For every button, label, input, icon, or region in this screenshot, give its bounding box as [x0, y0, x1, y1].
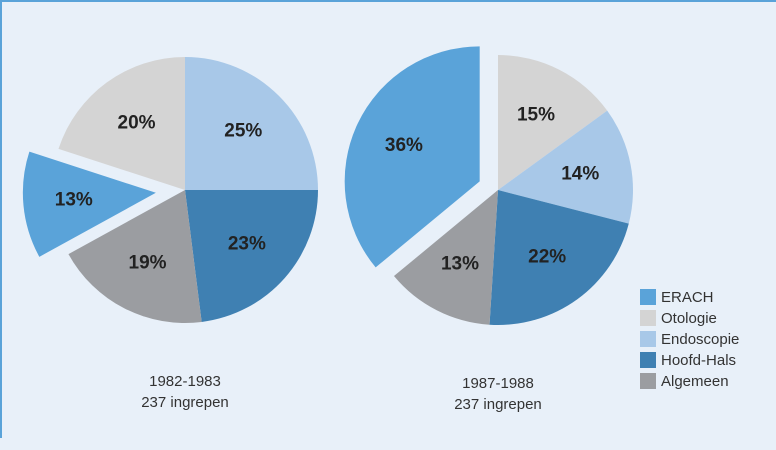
legend-label: Algemeen: [661, 373, 729, 390]
legend-swatch: [640, 331, 656, 347]
pie-slice: [22, 151, 156, 257]
slice-label: 13%: [441, 254, 479, 275]
pie-slice: [393, 190, 498, 325]
caption-subtitle: 237 ingrepen: [454, 396, 542, 413]
slice-label: 36%: [385, 135, 423, 156]
slice-label: 15%: [517, 104, 555, 125]
pie-slice: [344, 46, 480, 268]
pie-slice: [489, 190, 629, 325]
caption-title: 1982-1983: [149, 373, 221, 390]
slice-label: 19%: [129, 252, 167, 273]
pie-slice: [498, 110, 633, 224]
pie-slice: [58, 57, 185, 190]
legend-swatch: [640, 289, 656, 305]
pie-slice: [185, 57, 318, 190]
legend-swatch: [640, 373, 656, 389]
pie-slice: [68, 190, 202, 324]
legend-swatch: [640, 310, 656, 326]
slice-label: 25%: [224, 121, 262, 142]
slice-label: 22%: [528, 247, 566, 268]
slice-label: 13%: [55, 190, 93, 211]
slice-label: 20%: [118, 112, 156, 133]
legend-label: Otologie: [661, 310, 717, 327]
legend-label: Endoscopie: [661, 331, 739, 348]
pie-slice: [498, 55, 608, 190]
legend-swatch: [640, 352, 656, 368]
caption-title: 1987-1988: [462, 375, 534, 392]
legend-label: ERACH: [661, 289, 714, 306]
legend-label: Hoofd-Hals: [661, 352, 736, 369]
slice-label: 23%: [228, 234, 266, 255]
pie-slice: [185, 190, 318, 322]
slice-label: 14%: [561, 163, 599, 184]
caption-subtitle: 237 ingrepen: [141, 394, 229, 411]
